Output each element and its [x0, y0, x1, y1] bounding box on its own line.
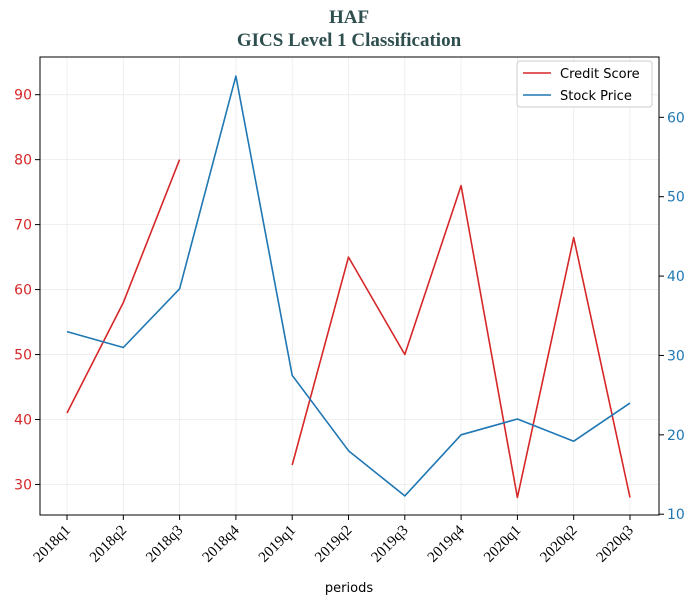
right-y-tick-label: 60	[667, 110, 685, 126]
right-y-tick-label: 40	[667, 269, 685, 285]
right-y-tick-label: 50	[667, 190, 685, 206]
plot-frame	[39, 56, 660, 516]
series-lines	[66, 75, 631, 499]
x-tick-label: 2018q3	[143, 523, 186, 566]
right-y-tick-label: 20	[667, 428, 685, 444]
x-tick-label: 2020q1	[481, 523, 524, 566]
x-tick-label: 2020q3	[594, 523, 637, 566]
right-y-tick-label: 10	[667, 507, 685, 523]
right-y-tick-label: 30	[667, 348, 685, 364]
x-tick-label: 2019q2	[312, 523, 355, 566]
legend: Credit Score Stock Price	[516, 60, 653, 108]
left-y-axis: 30 40 50 60 70 80 90	[14, 88, 40, 493]
x-axis-label: periods	[325, 581, 373, 596]
x-axis: 2018q1 2018q2 2018q3 2018q4 2019q1 2019q2 2019…	[31, 515, 637, 566]
left-y-tick-label: 70	[14, 218, 32, 234]
x-tick-label: 2019q4	[425, 522, 468, 565]
left-y-tick-label: 30	[14, 477, 32, 493]
chart-subtitle: GICS Level 1 Classification	[237, 30, 462, 51]
left-y-tick-label: 80	[14, 153, 32, 169]
right-y-axis: 10 20 30 40 50 60	[659, 110, 685, 523]
left-y-tick-label: 40	[14, 413, 32, 429]
x-tick-label: 2019q3	[368, 523, 411, 566]
left-y-tick-label: 50	[14, 348, 32, 364]
x-tick-label: 2020q2	[537, 523, 580, 566]
left-y-tick-label: 90	[14, 88, 32, 104]
legend-label-credit-score: Credit Score	[560, 67, 640, 82]
left-y-tick-label: 60	[14, 283, 32, 299]
x-tick-label: 2018q1	[31, 523, 74, 566]
x-tick-label: 2019q1	[256, 523, 299, 566]
x-tick-label: 2018q4	[200, 522, 243, 565]
grid	[40, 57, 659, 515]
x-tick-label: 2018q2	[87, 523, 130, 566]
legend-label-stock-price: Stock Price	[560, 89, 632, 104]
chart-title: HAF	[329, 7, 369, 28]
